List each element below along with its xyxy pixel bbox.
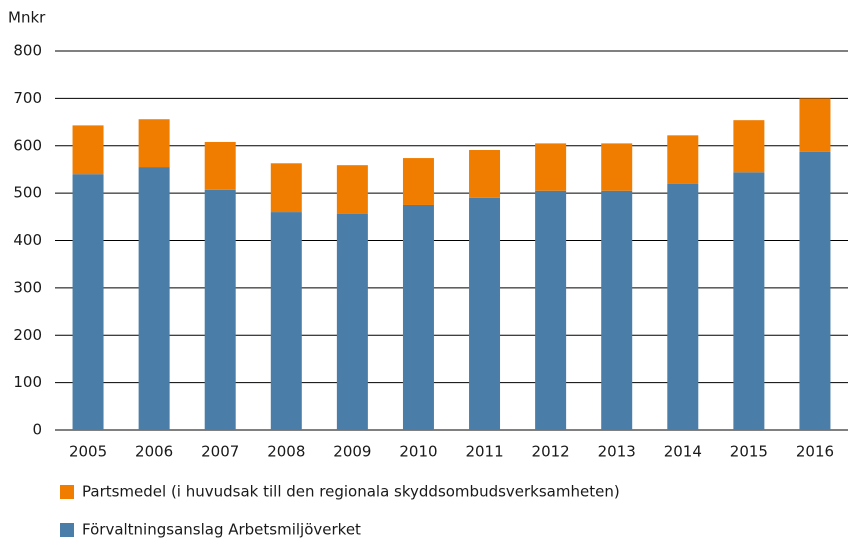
bar-segment [336, 213, 368, 430]
bar-segment [72, 174, 104, 430]
y-tick-label: 300 [13, 278, 42, 296]
bar-segment [535, 143, 567, 191]
x-tick-label: 2011 [465, 443, 503, 461]
x-tick-label: 2007 [201, 443, 239, 461]
y-tick-label: 0 [32, 421, 42, 439]
legend-label: Förvaltningsanslag Arbetsmiljöverket [82, 521, 361, 539]
bar-segment [799, 98, 831, 152]
bar-segment [204, 189, 236, 430]
bar-segment [535, 190, 567, 430]
bar-segment [799, 151, 831, 430]
x-tick-label: 2005 [69, 443, 107, 461]
bar-segment [270, 212, 302, 430]
x-tick-label: 2014 [664, 443, 702, 461]
bar-segment [469, 150, 501, 198]
x-tick-label: 2008 [267, 443, 305, 461]
bar-segment [336, 165, 368, 214]
y-tick-label: 200 [13, 326, 42, 344]
bar-segment [733, 120, 765, 173]
legend-swatch [60, 523, 74, 537]
bar-segment [138, 167, 170, 430]
bar-segment [72, 125, 104, 175]
bar-segment [402, 204, 434, 430]
bar-segment [601, 143, 633, 191]
y-tick-label: 100 [13, 373, 42, 391]
x-tick-label: 2006 [135, 443, 173, 461]
y-tick-label: 800 [13, 42, 42, 60]
y-tick-label: 500 [13, 184, 42, 202]
x-tick-label: 2013 [598, 443, 636, 461]
x-tick-label: 2012 [532, 443, 570, 461]
legend-label: Partsmedel (i huvudsak till den regional… [82, 483, 620, 501]
y-tick-label: 600 [13, 136, 42, 154]
x-tick-label: 2010 [399, 443, 437, 461]
bar-segment [733, 172, 765, 430]
bar-segment [204, 141, 236, 190]
y-tick-label: 400 [13, 231, 42, 249]
bar-segment [138, 119, 170, 168]
bar-segment [270, 163, 302, 213]
x-tick-label: 2015 [730, 443, 768, 461]
bar-segment [402, 158, 434, 205]
bar-segment [601, 190, 633, 430]
y-tick-label: 700 [13, 89, 42, 107]
x-tick-label: 2016 [796, 443, 834, 461]
y-axis-label: Mnkr [8, 9, 46, 27]
legend-swatch [60, 485, 74, 499]
bar-segment [667, 183, 699, 430]
bar-segment [667, 135, 699, 184]
x-tick-label: 2009 [333, 443, 371, 461]
bar-segment [469, 197, 501, 430]
